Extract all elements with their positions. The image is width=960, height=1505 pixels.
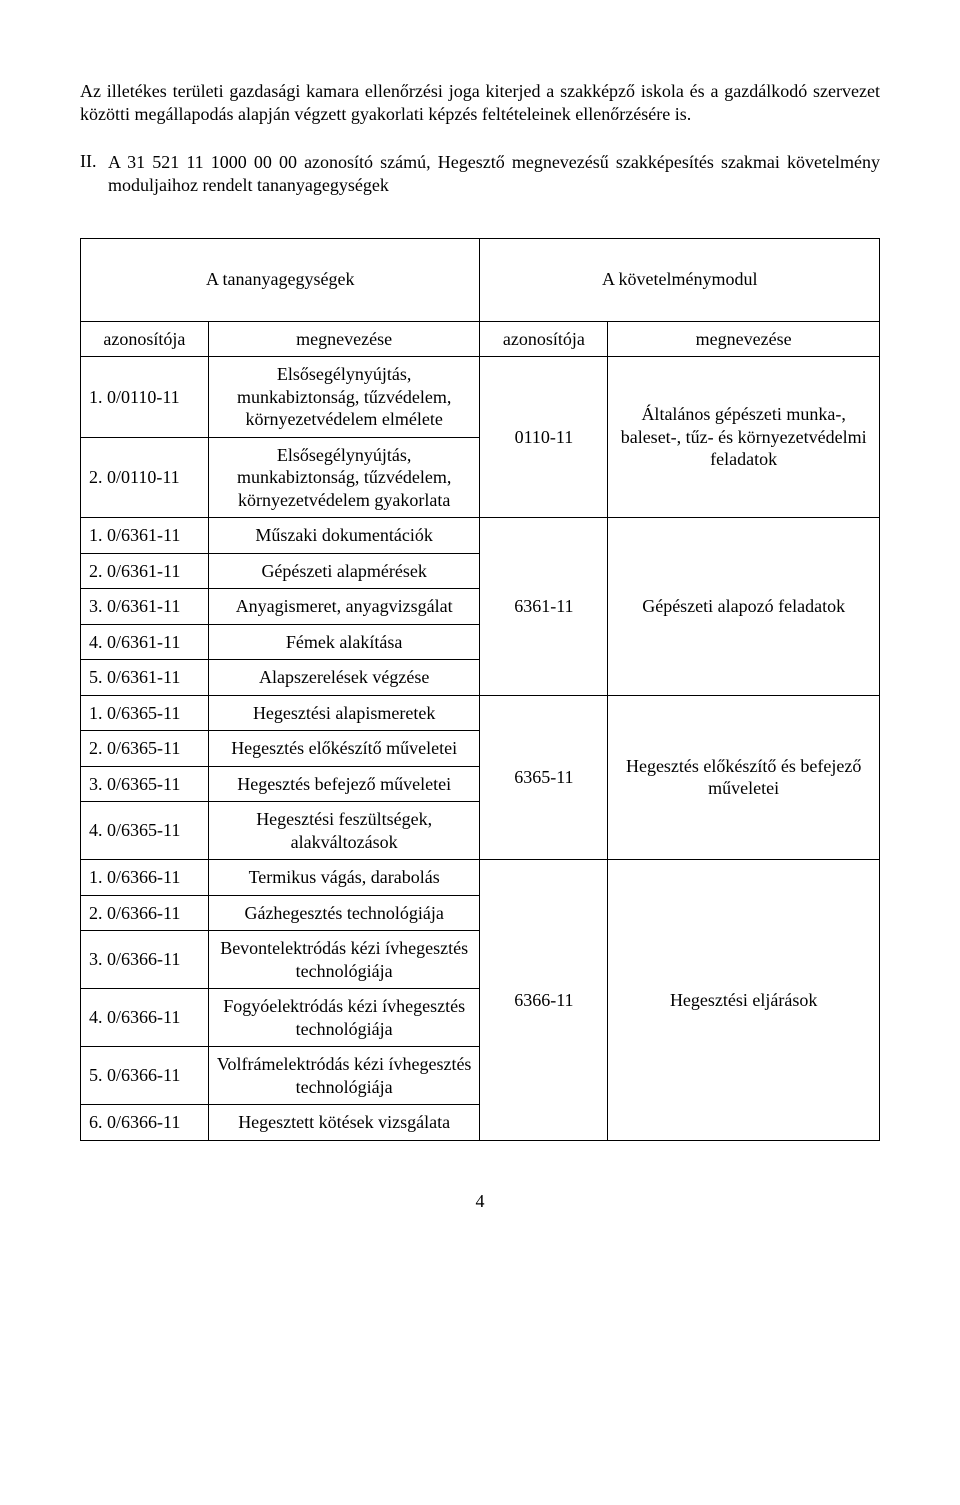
table-row: 1. 0/6365-11Hegesztési alapismeretek6365… bbox=[81, 695, 880, 731]
tan-id-cell: 1. 0/6366-11 bbox=[81, 860, 209, 896]
tan-id-cell: 1. 0/6361-11 bbox=[81, 518, 209, 554]
module-name-cell: Hegesztés előkészítő és befejező művelet… bbox=[608, 695, 880, 860]
tan-id-cell: 1. 0/0110-11 bbox=[81, 357, 209, 438]
tan-name-cell: Gépészeti alapmérések bbox=[208, 553, 480, 589]
tan-name-cell: Hegesztett kötések vizsgálata bbox=[208, 1105, 480, 1141]
tan-id-cell: 3. 0/6361-11 bbox=[81, 589, 209, 625]
tan-name-cell: Gázhegesztés technológiája bbox=[208, 895, 480, 931]
tan-id-cell: 2. 0/6361-11 bbox=[81, 553, 209, 589]
table-row: 1. 0/0110-11Elsősegélynyújtás, munkabizt… bbox=[81, 357, 880, 438]
tan-id-cell: 2. 0/6366-11 bbox=[81, 895, 209, 931]
tan-id-cell: 2. 0/0110-11 bbox=[81, 437, 209, 518]
intro-paragraph: Az illetékes területi gazdasági kamara e… bbox=[80, 80, 880, 127]
module-id-cell: 6361-11 bbox=[480, 518, 608, 696]
tan-id-cell: 4. 0/6365-11 bbox=[81, 802, 209, 860]
module-id-cell: 6365-11 bbox=[480, 695, 608, 860]
tan-name-cell: Műszaki dokumentációk bbox=[208, 518, 480, 554]
tan-name-cell: Volfrámelektródás kézi ívhegesztés techn… bbox=[208, 1047, 480, 1105]
tan-id-cell: 6. 0/6366-11 bbox=[81, 1105, 209, 1141]
tan-name-cell: Anyagismeret, anyagvizsgálat bbox=[208, 589, 480, 625]
tan-id-cell: 1. 0/6365-11 bbox=[81, 695, 209, 731]
tan-id-cell: 4. 0/6366-11 bbox=[81, 989, 209, 1047]
tan-id-cell: 3. 0/6365-11 bbox=[81, 766, 209, 802]
module-name-cell: Hegesztési eljárások bbox=[608, 860, 880, 1141]
tan-name-cell: Hegesztési feszültségek, alakváltozások bbox=[208, 802, 480, 860]
tan-name-cell: Hegesztés befejező műveletei bbox=[208, 766, 480, 802]
module-name-cell: Gépészeti alapozó feladatok bbox=[608, 518, 880, 696]
table-subheader-row: azonosítója megnevezése azonosítója megn… bbox=[81, 321, 880, 357]
tan-name-cell: Fémek alakítása bbox=[208, 624, 480, 660]
tan-name-cell: Hegesztés előkészítő műveletei bbox=[208, 731, 480, 767]
subheader-mod-id: azonosítója bbox=[480, 321, 608, 357]
module-id-cell: 6366-11 bbox=[480, 860, 608, 1141]
section-text: A 31 521 11 1000 00 00 azonosító számú, … bbox=[108, 151, 880, 198]
section-number: II. bbox=[80, 151, 108, 198]
tan-id-cell: 5. 0/6366-11 bbox=[81, 1047, 209, 1105]
subheader-tan-name: megnevezése bbox=[208, 321, 480, 357]
section-heading: II. A 31 521 11 1000 00 00 azonosító szá… bbox=[80, 151, 880, 198]
module-id-cell: 0110-11 bbox=[480, 357, 608, 518]
tan-name-cell: Elsősegélynyújtás, munkabiztonság, tűzvé… bbox=[208, 357, 480, 438]
header-right: A követelménymodul bbox=[480, 238, 880, 321]
tan-name-cell: Bevontelektródás kézi ívhegesztés techno… bbox=[208, 931, 480, 989]
table-header-row: A tananyagegységek A követelménymodul bbox=[81, 238, 880, 321]
tan-id-cell: 5. 0/6361-11 bbox=[81, 660, 209, 696]
tan-name-cell: Alapszerelések végzése bbox=[208, 660, 480, 696]
tan-id-cell: 4. 0/6361-11 bbox=[81, 624, 209, 660]
modules-table: A tananyagegységek A követelménymodul az… bbox=[80, 238, 880, 1141]
tan-name-cell: Fogyóelektródás kézi ívhegesztés technol… bbox=[208, 989, 480, 1047]
header-left: A tananyagegységek bbox=[81, 238, 480, 321]
tan-id-cell: 3. 0/6366-11 bbox=[81, 931, 209, 989]
tan-name-cell: Elsősegélynyújtás, munkabiztonság, tűzvé… bbox=[208, 437, 480, 518]
page-number: 4 bbox=[80, 1191, 880, 1212]
subheader-tan-id: azonosítója bbox=[81, 321, 209, 357]
table-row: 1. 0/6366-11Termikus vágás, darabolás636… bbox=[81, 860, 880, 896]
module-name-cell: Általános gépészeti munka-, baleset-, tű… bbox=[608, 357, 880, 518]
table-row: 1. 0/6361-11Műszaki dokumentációk6361-11… bbox=[81, 518, 880, 554]
subheader-mod-name: megnevezése bbox=[608, 321, 880, 357]
tan-name-cell: Termikus vágás, darabolás bbox=[208, 860, 480, 896]
tan-id-cell: 2. 0/6365-11 bbox=[81, 731, 209, 767]
tan-name-cell: Hegesztési alapismeretek bbox=[208, 695, 480, 731]
